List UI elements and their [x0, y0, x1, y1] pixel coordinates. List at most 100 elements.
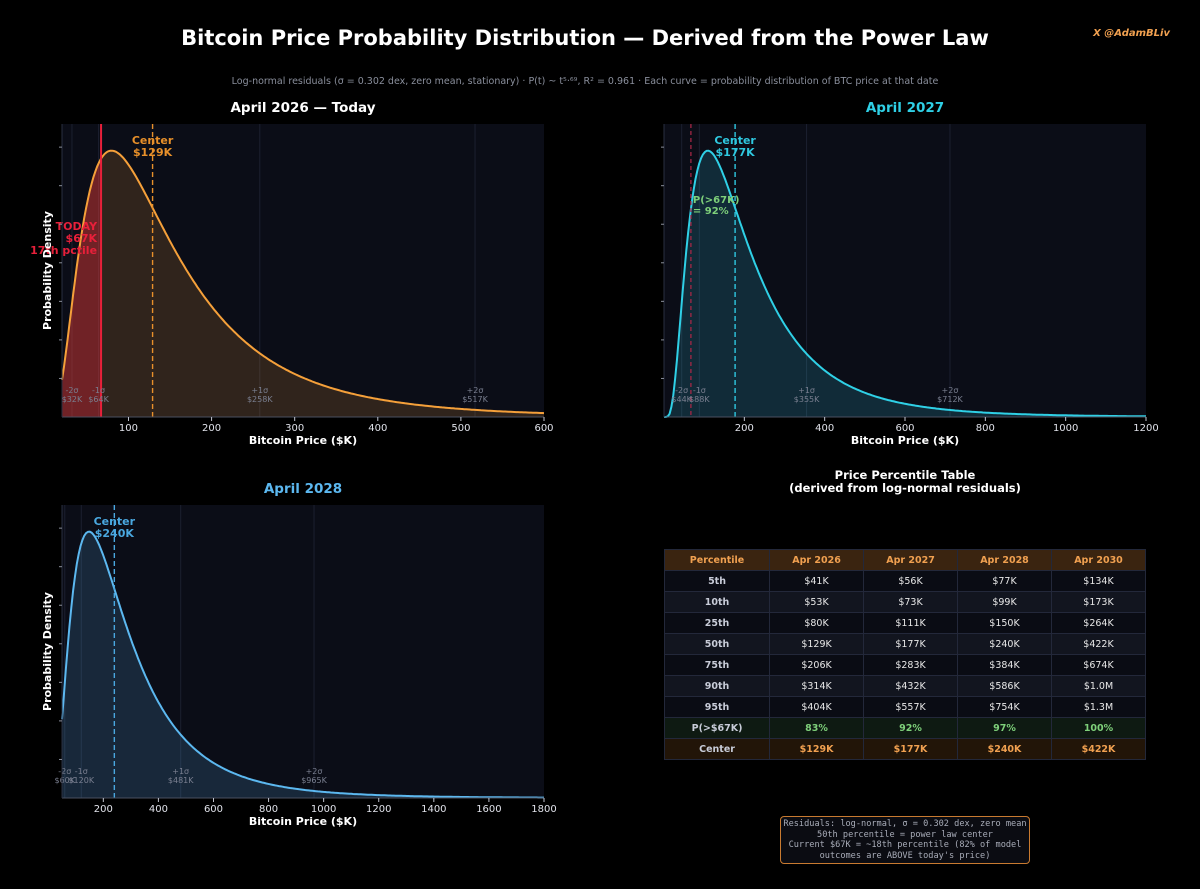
table-cell: $240K — [957, 633, 1052, 655]
table-cell: $264K — [1051, 612, 1146, 634]
table-cell: $77K — [957, 570, 1052, 592]
table-cell: $557K — [863, 696, 959, 718]
table-cell: $384K — [957, 654, 1052, 676]
density-fill — [62, 531, 544, 798]
table-cell: $674K — [1051, 654, 1146, 676]
note-line: 50th percentile = power law center — [817, 829, 993, 840]
sigma-value: $712K — [937, 395, 963, 404]
panel-title-apr2026: April 2026 — Today — [230, 100, 376, 116]
x-tick-label: 1200 — [366, 804, 391, 815]
table-header-row: Percentile Apr 2026 Apr 2027 Apr 2028 Ap… — [663, 549, 1146, 571]
table-cell: $586K — [957, 675, 1052, 697]
table-cell: $129K — [769, 633, 865, 655]
table-cell: Center — [663, 738, 771, 760]
sigma-label: -2σ — [675, 386, 688, 395]
y-axis-label: Probability Density — [41, 592, 54, 711]
table-cell: 100% — [1051, 717, 1146, 739]
panel-title-apr2027: April 2027 — [865, 100, 945, 116]
x-axis-label: Bitcoin Price ($K) — [851, 434, 959, 447]
note-line: Current $67K = ~18th percentile (82% of … — [788, 840, 1022, 850]
x-tick-label: 200 — [94, 804, 113, 815]
density-fill — [664, 150, 1146, 417]
density-fill — [62, 150, 544, 417]
author-handle[interactable]: X @AdamBLiv — [1093, 28, 1170, 39]
table-row: 50th $129K $177K $240K $422K — [663, 633, 1146, 655]
sigma-value: $64K — [88, 395, 109, 404]
table-cell: $177K — [863, 738, 959, 760]
table-cell: $432K — [863, 675, 959, 697]
center-label: Center — [94, 515, 136, 528]
table-row: 90th $314K $432K $586K $1.0M — [663, 675, 1146, 697]
table-cell: $422K — [1051, 633, 1146, 655]
table-cell: 95th — [663, 696, 771, 718]
table-cell: $177K — [863, 633, 959, 655]
table-cell: $754K — [957, 696, 1052, 718]
sigma-value: $120K — [68, 776, 94, 785]
x-tick-label: 400 — [815, 423, 834, 434]
table-row: 25th $80K $111K $150K $264K — [663, 612, 1146, 634]
sigma-label: -1σ — [75, 767, 88, 776]
x-tick-label: 800 — [259, 804, 278, 815]
sigma-value: $44K — [671, 395, 692, 404]
page-title: Bitcoin Price Probability Distribution —… — [181, 26, 989, 50]
table-cell: $129K — [769, 738, 865, 760]
sigma-label: -1σ — [92, 386, 105, 395]
table-cell: 25th — [663, 612, 771, 634]
center-value: $240K — [95, 527, 135, 540]
sigma-value: $481K — [168, 776, 194, 785]
x-tick-label: 1200 — [1133, 423, 1158, 434]
x-axis-label: Bitcoin Price ($K) — [249, 815, 357, 828]
table-cell: $283K — [863, 654, 959, 676]
sigma-value: $32K — [62, 395, 83, 404]
x-axis-label: Bitcoin Price ($K) — [249, 434, 357, 447]
table-row-probability: P(>$67K) 83% 92% 97% 100% — [663, 717, 1146, 739]
x-tick-label: 400 — [149, 804, 168, 815]
note-line: Residuals: log-normal, σ = 0.302 dex, ze… — [783, 819, 1027, 829]
table-cell: $73K — [863, 591, 959, 613]
table-row: 10th $53K $73K $99K $173K — [663, 591, 1146, 613]
table-cell: 90th — [663, 675, 771, 697]
table-cell: $134K — [1051, 570, 1146, 592]
table-row: 5th $41K $56K $77K $134K — [663, 570, 1146, 592]
plot-area — [62, 124, 544, 417]
table-cell: $1.0M — [1051, 675, 1146, 697]
today-label: $67K — [66, 232, 98, 245]
panel-title-apr2028: April 2028 — [263, 481, 343, 497]
today-label: 17th pctile — [30, 244, 97, 257]
table-cell: $111K — [863, 612, 959, 634]
x-tick-label: 600 — [534, 423, 553, 434]
table-cell: $240K — [957, 738, 1052, 760]
table-cell: $56K — [863, 570, 959, 592]
table-cell: $173K — [1051, 591, 1146, 613]
center-value: $177K — [716, 146, 756, 159]
x-tick-label: 800 — [976, 423, 995, 434]
table-cell: 10th — [663, 591, 771, 613]
probability-annotation: P(>67K) — [693, 195, 740, 206]
x-tick-label: 300 — [285, 423, 304, 434]
sigma-label: +2σ — [942, 386, 959, 395]
density-curve — [664, 149, 1146, 418]
density-curve — [61, 530, 544, 799]
x-tick-label: 600 — [895, 423, 914, 434]
center-label: Center — [132, 134, 174, 147]
table-cell: $314K — [769, 675, 865, 697]
sigma-value: $355K — [794, 395, 820, 404]
table-row: 75th $206K $283K $384K $674K — [663, 654, 1146, 676]
density-curve — [61, 149, 545, 415]
sigma-label: +1σ — [251, 386, 268, 395]
x-tick-label: 100 — [119, 423, 138, 434]
table-cell: $41K — [769, 570, 865, 592]
sigma-label: +1σ — [798, 386, 815, 395]
table-title-line2: (derived from log-normal residuals) — [789, 481, 1021, 495]
x-tick-label: 200 — [202, 423, 221, 434]
probability-annotation: = 92% — [693, 206, 729, 217]
plot-area — [62, 505, 544, 798]
table-header-cell: Apr 2027 — [863, 549, 959, 571]
sigma-label: +2σ — [467, 386, 484, 395]
sigma-value: $965K — [301, 776, 327, 785]
table-cell: $422K — [1051, 738, 1146, 760]
note-line: outcomes are ABOVE today's price) — [819, 850, 991, 861]
